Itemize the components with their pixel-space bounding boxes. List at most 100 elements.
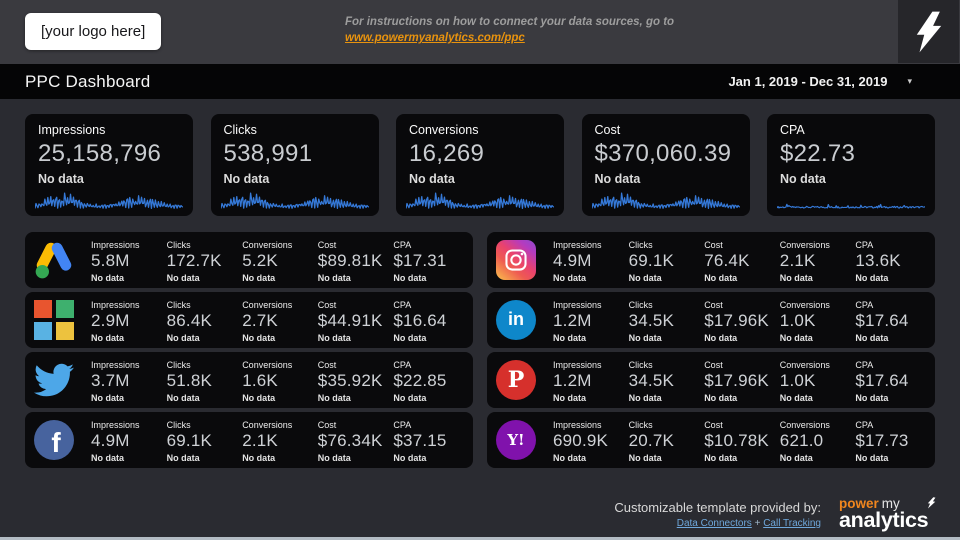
metric: Clicks 34.5K No data (629, 300, 705, 343)
metric: CPA $17.73 No data (855, 420, 931, 463)
metric-value: 3.7M (91, 371, 130, 390)
metric-label: Impressions (91, 360, 140, 370)
date-range-selector[interactable]: Jan 1, 2019 - Dec 31, 2019 ▾ (728, 74, 912, 89)
metric: Impressions 3.7M No data (91, 360, 167, 403)
metric: CPA $22.85 No data (393, 360, 469, 403)
metric-label: Clicks (628, 300, 653, 310)
metric-status: No data (393, 453, 427, 463)
metric: Impressions 2.9M No data (91, 300, 167, 343)
platform-icon (34, 240, 74, 280)
date-range-value[interactable]: Jan 1, 2019 - Dec 31, 2019 (728, 74, 888, 89)
kpi-card: Clicks 538,991 No data (210, 114, 379, 216)
platform-row-facebook: f Impressions 4.9M No data Clicks 69.1K … (25, 412, 473, 468)
metric-label: Impressions (553, 360, 602, 370)
caret-down-icon[interactable]: ▾ (907, 76, 912, 86)
metric: Conversions 1.0K No data (780, 300, 856, 343)
metric: Conversions 2.1K No data (780, 240, 856, 283)
kpi-status: No data (38, 172, 84, 186)
kpi-value: 25,158,796 (38, 140, 162, 167)
instagram-icon (496, 240, 536, 280)
metric-value: 69.1K (166, 431, 213, 450)
metric-value: 1.0K (779, 311, 816, 330)
metric-status: No data (91, 273, 125, 283)
metric: Conversions 1.0K No data (780, 360, 856, 403)
metric-value: $76.34K (317, 431, 383, 450)
metric-value: 1.0K (779, 371, 816, 390)
metric-value: 4.9M (91, 431, 130, 450)
page-title: PPC Dashboard (25, 71, 151, 91)
metric-value: 20.7K (628, 431, 675, 450)
metric-status: No data (628, 333, 662, 343)
metric-status: No data (704, 273, 738, 283)
metric-label: Impressions (553, 300, 602, 310)
pinterest-icon: P (496, 360, 536, 400)
metric: Clicks 20.7K No data (629, 420, 705, 463)
metric-status: No data (91, 453, 125, 463)
platform-metrics: Impressions 4.9M No data Clicks 69.1K No… (91, 420, 469, 463)
metric: Conversions 2.7K No data (242, 300, 318, 343)
linkedin-icon: in (496, 300, 536, 340)
metric-value: 5.8M (91, 251, 130, 270)
kpi-value: 16,269 (409, 140, 485, 167)
metric: CPA $37.15 No data (393, 420, 469, 463)
kpi-card: CPA $22.73 No data (767, 114, 935, 216)
instructions-link[interactable]: www.powermyanalytics.com/ppc (345, 32, 525, 44)
metric-label: CPA (393, 420, 412, 430)
footer-credit: Customizable template provided by: Data … (614, 500, 821, 529)
metric-label: Conversions (242, 360, 293, 370)
metric: Cost $17.96K No data (704, 360, 780, 403)
metric-label: Clicks (166, 360, 191, 370)
metric-status: No data (553, 273, 587, 283)
metric-status: No data (317, 453, 351, 463)
metric-value: 2.7K (242, 311, 278, 330)
metric: CPA $17.31 No data (393, 240, 469, 283)
metric-status: No data (855, 453, 889, 463)
lightning-bolt-icon (916, 11, 941, 52)
instructions-line: For instructions on how to connect your … (345, 16, 675, 28)
metric-status: No data (628, 393, 662, 403)
platform-icon: in (496, 300, 536, 340)
metric: Clicks 51.8K No data (167, 360, 243, 403)
powermyanalytics-logo: power my analytics (839, 497, 936, 531)
metric-label: Cost (704, 240, 723, 250)
metric-value: 2.1K (242, 431, 278, 450)
data-connectors-link[interactable]: Data Connectors (676, 518, 752, 529)
yahoo-icon: Y! (496, 420, 536, 460)
metric-value: $17.64 (855, 371, 909, 390)
metric-label: Clicks (628, 240, 653, 250)
metric-label: Cost (317, 360, 337, 370)
metric-label: Clicks (166, 420, 191, 430)
provided-by-text: Customizable template provided by: (614, 500, 821, 515)
metric-label: CPA (855, 360, 874, 370)
platform-icon: P (496, 360, 536, 400)
metric: Cost $89.81K No data (318, 240, 394, 283)
metric-label: CPA (855, 240, 874, 250)
metric-status: No data (779, 453, 813, 463)
kpi-label: CPA (780, 123, 805, 137)
metric-value: $17.73 (855, 431, 909, 450)
metric-status: No data (393, 333, 427, 343)
metric-value: $17.96K (704, 371, 769, 390)
metric: Cost $76.34K No data (318, 420, 394, 463)
metric-label: CPA (393, 240, 412, 250)
metric-value: 69.1K (628, 251, 675, 270)
metric-label: CPA (393, 360, 412, 370)
metric-label: Conversions (779, 420, 830, 430)
metric-value: $22.85 (393, 371, 447, 390)
call-tracking-link[interactable]: Call Tracking (763, 518, 821, 529)
platform-metrics: Impressions 2.9M No data Clicks 86.4K No… (91, 300, 469, 343)
metric-status: No data (628, 273, 662, 283)
metric: Clicks 34.5K No data (629, 360, 705, 403)
metric-label: Cost (704, 420, 723, 430)
kpi-label: Conversions (409, 123, 479, 137)
metric-value: $37.15 (393, 431, 447, 450)
top-header: [your logo here] For instructions on how… (0, 0, 960, 64)
kpi-row: Impressions 25,158,796 No data Clicks 53… (25, 114, 935, 216)
metric-label: Cost (317, 300, 337, 310)
platform-icon (34, 360, 74, 400)
metric-status: No data (855, 393, 889, 403)
bottom-edge-strip (0, 537, 960, 540)
metric-status: No data (704, 453, 738, 463)
metric: Conversions 621.0 No data (780, 420, 856, 463)
metric-value: 5.2K (242, 251, 278, 270)
